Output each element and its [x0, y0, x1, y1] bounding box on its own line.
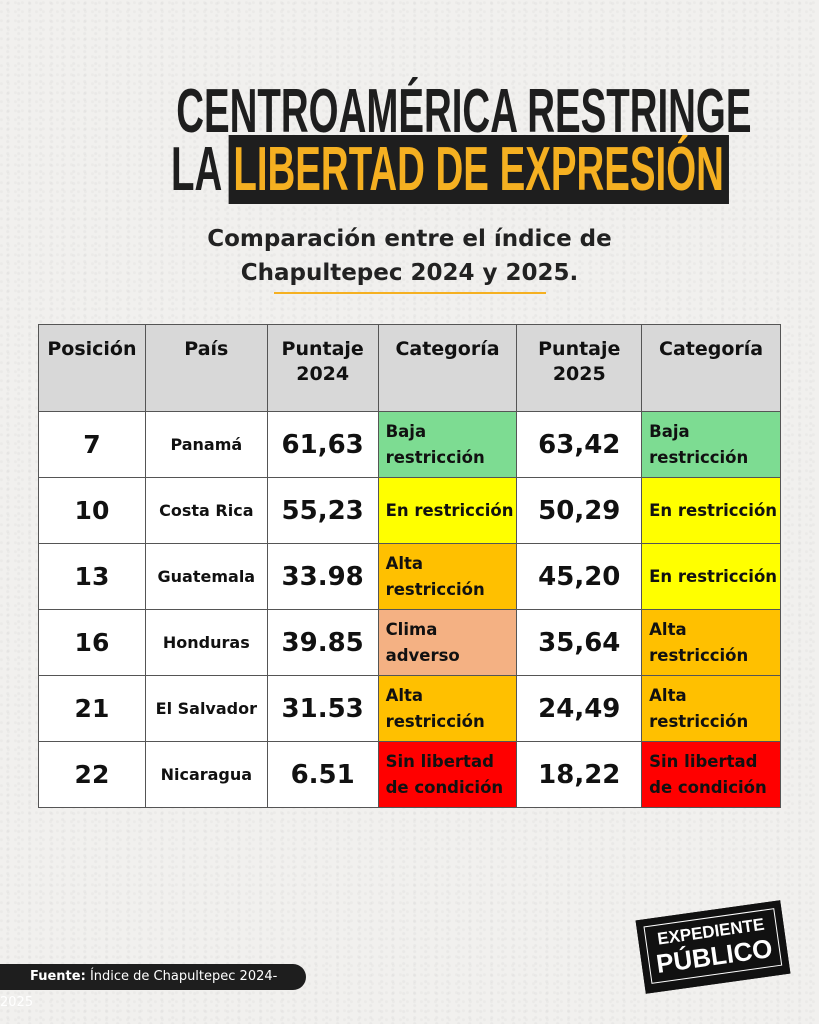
country-cell: Nicaragua	[144, 741, 268, 808]
title-line-2: LA LIBERTAD DE EXPRESIÓN	[0, 134, 819, 205]
score-2025-cell: 18,22	[516, 741, 643, 808]
column-header: Posición	[38, 324, 146, 412]
expediente-publico-logo: EXPEDIENTE PÚBLICO	[635, 900, 791, 994]
score-2024-cell: 61,63	[266, 411, 379, 478]
category-2024-cell: Clima adverso	[377, 609, 518, 676]
position-cell: 22	[38, 741, 146, 808]
category-2025-cell: Baja restricción	[641, 411, 781, 478]
column-header: País	[144, 324, 268, 412]
title-highlight: LIBERTAD DE EXPRESIÓN	[228, 135, 729, 204]
table-row: 10 Costa Rica 55,23 En restricción 50,29 En r…	[38, 477, 781, 544]
score-2025-cell: 35,64	[516, 609, 643, 676]
category-2024-cell: Alta restricción	[377, 675, 518, 742]
position-cell: 13	[38, 543, 146, 610]
category-2025-cell: Alta restricción	[641, 675, 781, 742]
category-2024-cell: Alta restricción	[377, 543, 518, 610]
table-row: 7 Panamá 61,63 Baja restricción 63,42 Baja re…	[38, 411, 781, 478]
country-cell: El Salvador	[144, 675, 268, 742]
score-2024-cell: 33.98	[266, 543, 379, 610]
category-2025-cell: Alta restricción	[641, 609, 781, 676]
score-2025-cell: 50,29	[516, 477, 643, 544]
score-2024-cell: 6.51	[266, 741, 379, 808]
column-header: Categoría	[641, 324, 781, 412]
score-2025-cell: 24,49	[516, 675, 643, 742]
category-2025-cell: En restricción	[641, 543, 781, 610]
column-header: Puntaje 2024	[266, 324, 379, 412]
country-cell: Panamá	[144, 411, 268, 478]
title-line-1: CENTROAMÉRICA RESTRINGE	[176, 77, 752, 146]
position-cell: 16	[38, 609, 146, 676]
country-cell: Costa Rica	[144, 477, 268, 544]
score-2024-cell: 31.53	[266, 675, 379, 742]
score-2024-cell: 39.85	[266, 609, 379, 676]
category-2025-cell: En restricción	[641, 477, 781, 544]
country-cell: Honduras	[144, 609, 268, 676]
score-2025-cell: 45,20	[516, 543, 643, 610]
category-2024-cell: En restricción	[377, 477, 518, 544]
category-2024-cell: Baja restricción	[377, 411, 518, 478]
column-header: Categoría	[377, 324, 518, 412]
table-row: 16 Honduras 39.85 Clima adverso 35,64 Alta re…	[38, 609, 781, 676]
table-row: 22 Nicaragua 6.51 Sin libertad de condición…	[38, 741, 781, 808]
table-row: 21 El Salvador 31.53 Alta restricción 24,49 A…	[38, 675, 781, 742]
category-2024-cell: Sin libertad de condición	[377, 741, 518, 808]
position-cell: 10	[38, 477, 146, 544]
category-2025-cell: Sin libertad de condición	[641, 741, 781, 808]
table-row: 13 Guatemala 33.98 Alta restricción 45,20 En …	[38, 543, 781, 610]
position-cell: 21	[38, 675, 146, 742]
score-2024-cell: 55,23	[266, 477, 379, 544]
country-cell: Guatemala	[144, 543, 268, 610]
column-header: Puntaje 2025	[516, 324, 643, 412]
position-cell: 7	[38, 411, 146, 478]
comparison-table: Posición País Puntaje 2024 Categoría Puntaje…	[38, 324, 781, 808]
source-note: Fuente: Índice de Chapultepec 2024-2025	[0, 964, 306, 1010]
subtitle: Comparación entre el índice de Chapultep…	[207, 226, 612, 286]
subtitle-underline	[274, 292, 546, 294]
score-2025-cell: 63,42	[516, 411, 643, 478]
